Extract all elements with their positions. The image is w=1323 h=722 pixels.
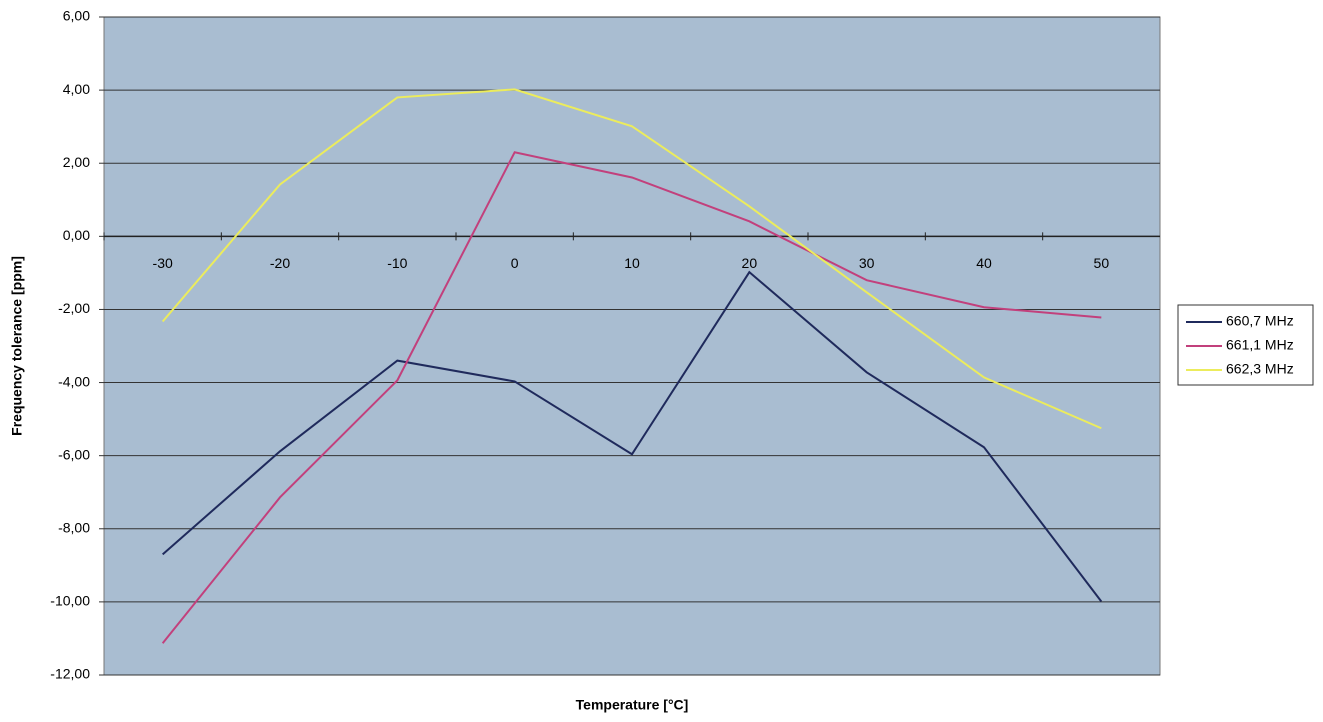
- plot-area: [103, 16, 1161, 676]
- x-tick-label: 40: [976, 255, 992, 271]
- series-line: [161, 151, 1102, 644]
- y-tick-label: -6,00: [58, 446, 90, 462]
- legend-label: 662,3 MHz: [1226, 361, 1294, 377]
- series-line: [162, 270, 1103, 603]
- legend-label: 660,7 MHz: [1226, 313, 1294, 329]
- x-tick-label: 30: [859, 255, 875, 271]
- x-tick-label: 10: [624, 255, 640, 271]
- y-tick-label: -10,00: [50, 593, 90, 609]
- x-tick-label: 20: [742, 255, 758, 271]
- y-tick-label: 4,00: [63, 81, 90, 97]
- y-tick-label: -8,00: [58, 519, 90, 535]
- series-line: [161, 88, 1102, 430]
- y-tick-label: -2,00: [58, 300, 90, 316]
- y-axis-title: Frequency tolerance [ppm]: [9, 256, 25, 436]
- x-tick-label: -10: [387, 255, 407, 271]
- x-tick-label: 0: [511, 255, 519, 271]
- x-tick-label: -20: [270, 255, 290, 271]
- x-axis-title: Temperature [°C]: [576, 697, 689, 713]
- y-tick-label: 0,00: [63, 227, 90, 243]
- x-tick-label: 50: [1094, 255, 1110, 271]
- x-tick-label: -30: [153, 255, 173, 271]
- y-tick-label: 6,00: [63, 8, 90, 24]
- y-tick-label: -4,00: [58, 373, 90, 389]
- legend-label: 661,1 MHz: [1226, 337, 1294, 353]
- y-tick-label: 2,00: [63, 154, 90, 170]
- y-tick-label: -12,00: [50, 666, 90, 682]
